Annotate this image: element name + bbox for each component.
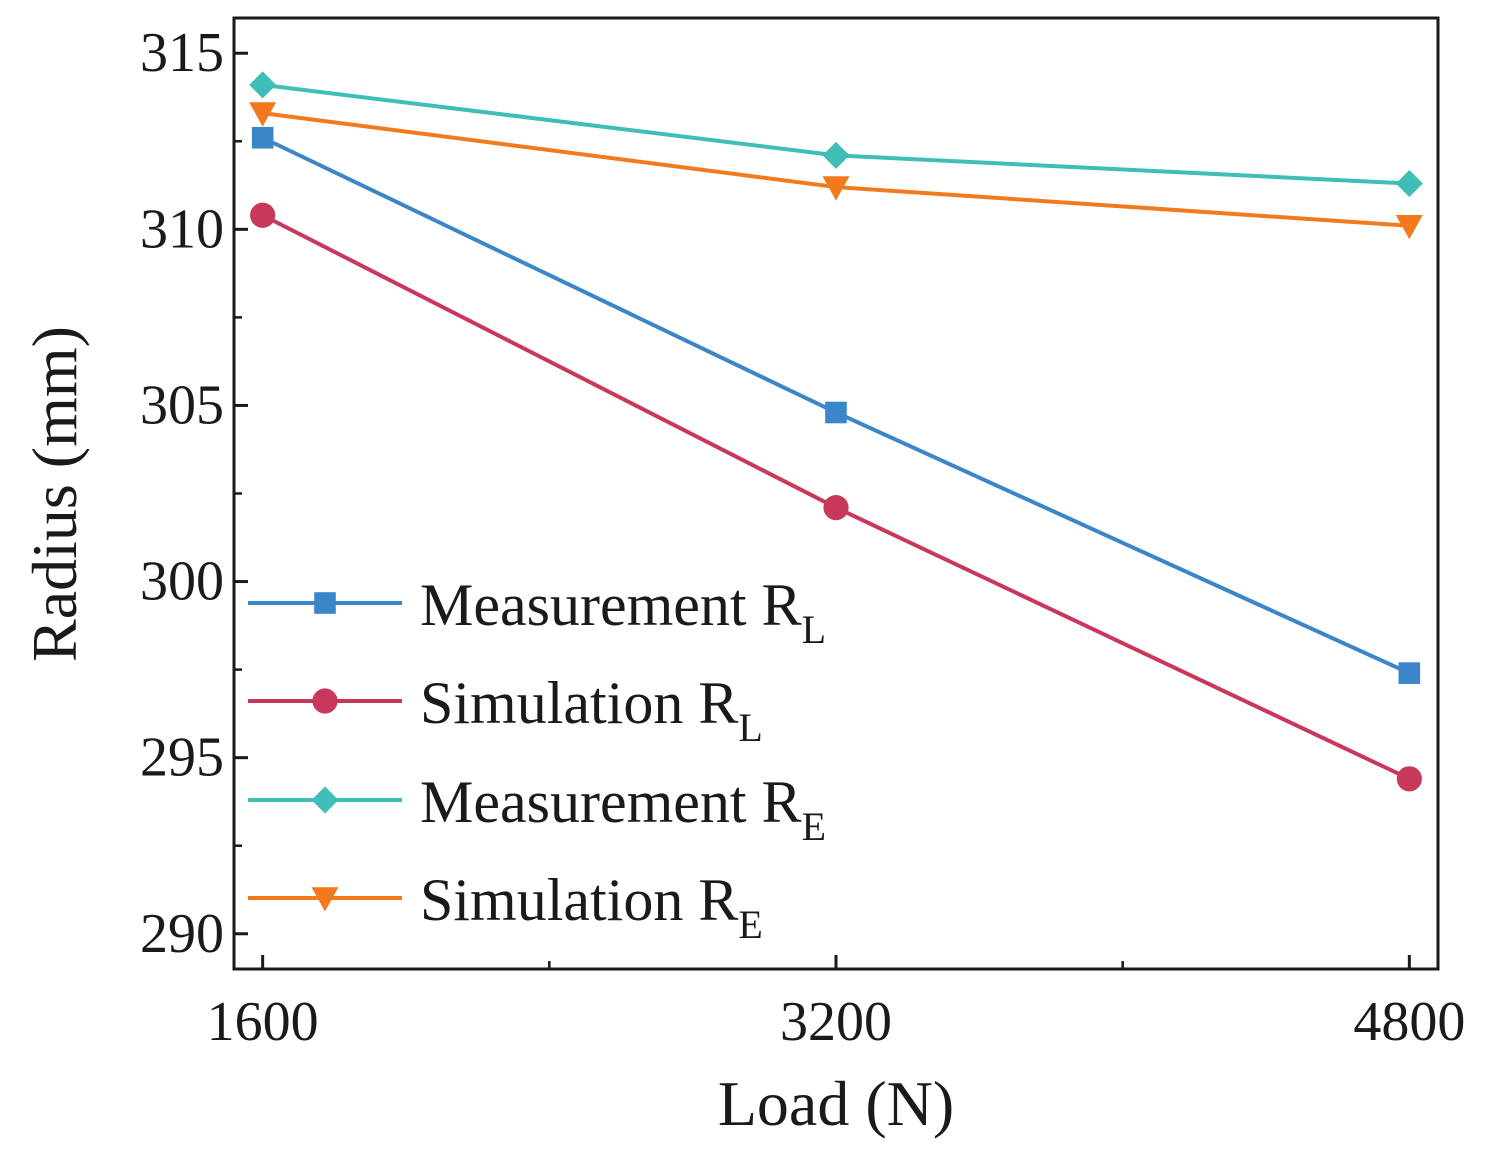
legend-marker [312,688,338,714]
legend-label: Measurement RE [420,769,826,849]
series-line-3 [262,111,1410,228]
legend-label: Measurement RL [420,572,826,652]
legend-marker [314,592,336,614]
legend-marker [311,786,339,814]
data-point [1398,662,1421,684]
legend-item: Measurement RL [248,572,826,652]
x-tick-label: 3200 [780,991,892,1053]
data-point [1395,215,1423,240]
legend-marker [311,887,339,912]
axis-ticks [234,51,1411,969]
data-point [823,494,849,521]
y-tick-label: 290 [140,903,224,965]
data-point [249,71,277,99]
data-point [1396,766,1422,792]
x-tick-label: 4800 [1353,991,1465,1053]
y-tick-label: 315 [140,22,224,84]
data-point [1395,170,1423,198]
data-point [251,126,274,149]
legend-label: Simulation RL [420,670,763,750]
y-tick-label: 305 [140,374,224,436]
data-point [249,102,277,127]
x-tick-label: 1600 [207,991,319,1053]
data-point [825,401,847,424]
data-point [822,141,850,169]
y-tick-label: 295 [140,727,224,789]
legend-item: Measurement RE [248,769,826,849]
tick-labels: 290 295 300 305 310 315 1600 3200 4800 [140,22,1465,1053]
data-point [822,176,850,201]
y-tick-label: 300 [140,551,224,613]
legend: Measurement RL Simulation RL Measurement R… [248,572,826,947]
legend-label: Simulation RE [420,867,763,947]
y-tick-label: 310 [140,198,224,260]
y-axis-title: Radius (mm) [19,326,90,662]
series-markers [249,71,1423,792]
legend-item: Simulation RL [248,670,763,750]
legend-item: Simulation RE [248,867,763,947]
x-axis-title: Load (N) [718,1068,954,1139]
data-point [250,202,276,228]
